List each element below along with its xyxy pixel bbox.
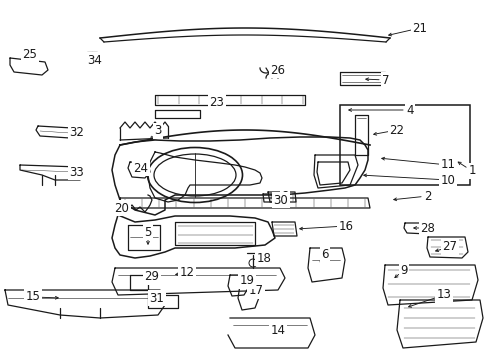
Text: 9: 9 bbox=[400, 264, 407, 276]
Text: 12: 12 bbox=[179, 266, 194, 279]
Text: 5: 5 bbox=[144, 225, 151, 238]
Text: 2: 2 bbox=[424, 189, 431, 202]
Text: 8: 8 bbox=[281, 189, 288, 202]
Text: 19: 19 bbox=[239, 274, 254, 288]
Text: 17: 17 bbox=[248, 284, 263, 297]
Text: 20: 20 bbox=[114, 202, 129, 215]
Text: 23: 23 bbox=[209, 95, 224, 108]
Text: 10: 10 bbox=[440, 174, 454, 186]
Text: 16: 16 bbox=[338, 220, 353, 233]
Text: 30: 30 bbox=[273, 194, 288, 207]
Text: 29: 29 bbox=[144, 270, 159, 284]
Bar bbox=[339, 105, 469, 185]
Text: 28: 28 bbox=[420, 221, 434, 234]
Text: 3: 3 bbox=[154, 125, 162, 138]
Text: 31: 31 bbox=[149, 292, 164, 305]
Text: 27: 27 bbox=[442, 240, 457, 253]
Text: 32: 32 bbox=[69, 126, 84, 139]
Text: 25: 25 bbox=[22, 49, 38, 62]
Text: 21: 21 bbox=[412, 22, 427, 35]
Text: 14: 14 bbox=[270, 324, 285, 337]
Text: 15: 15 bbox=[25, 291, 41, 303]
Text: 34: 34 bbox=[87, 54, 102, 67]
Text: 4: 4 bbox=[406, 104, 413, 117]
Text: 13: 13 bbox=[436, 288, 450, 302]
Text: 18: 18 bbox=[256, 252, 271, 265]
Text: 24: 24 bbox=[133, 162, 148, 175]
Text: 33: 33 bbox=[69, 166, 84, 179]
Text: 11: 11 bbox=[440, 158, 454, 171]
Text: 1: 1 bbox=[468, 165, 475, 177]
Text: 6: 6 bbox=[321, 248, 328, 261]
Text: 22: 22 bbox=[389, 123, 404, 136]
Text: 7: 7 bbox=[382, 73, 389, 86]
Text: 26: 26 bbox=[270, 63, 285, 77]
